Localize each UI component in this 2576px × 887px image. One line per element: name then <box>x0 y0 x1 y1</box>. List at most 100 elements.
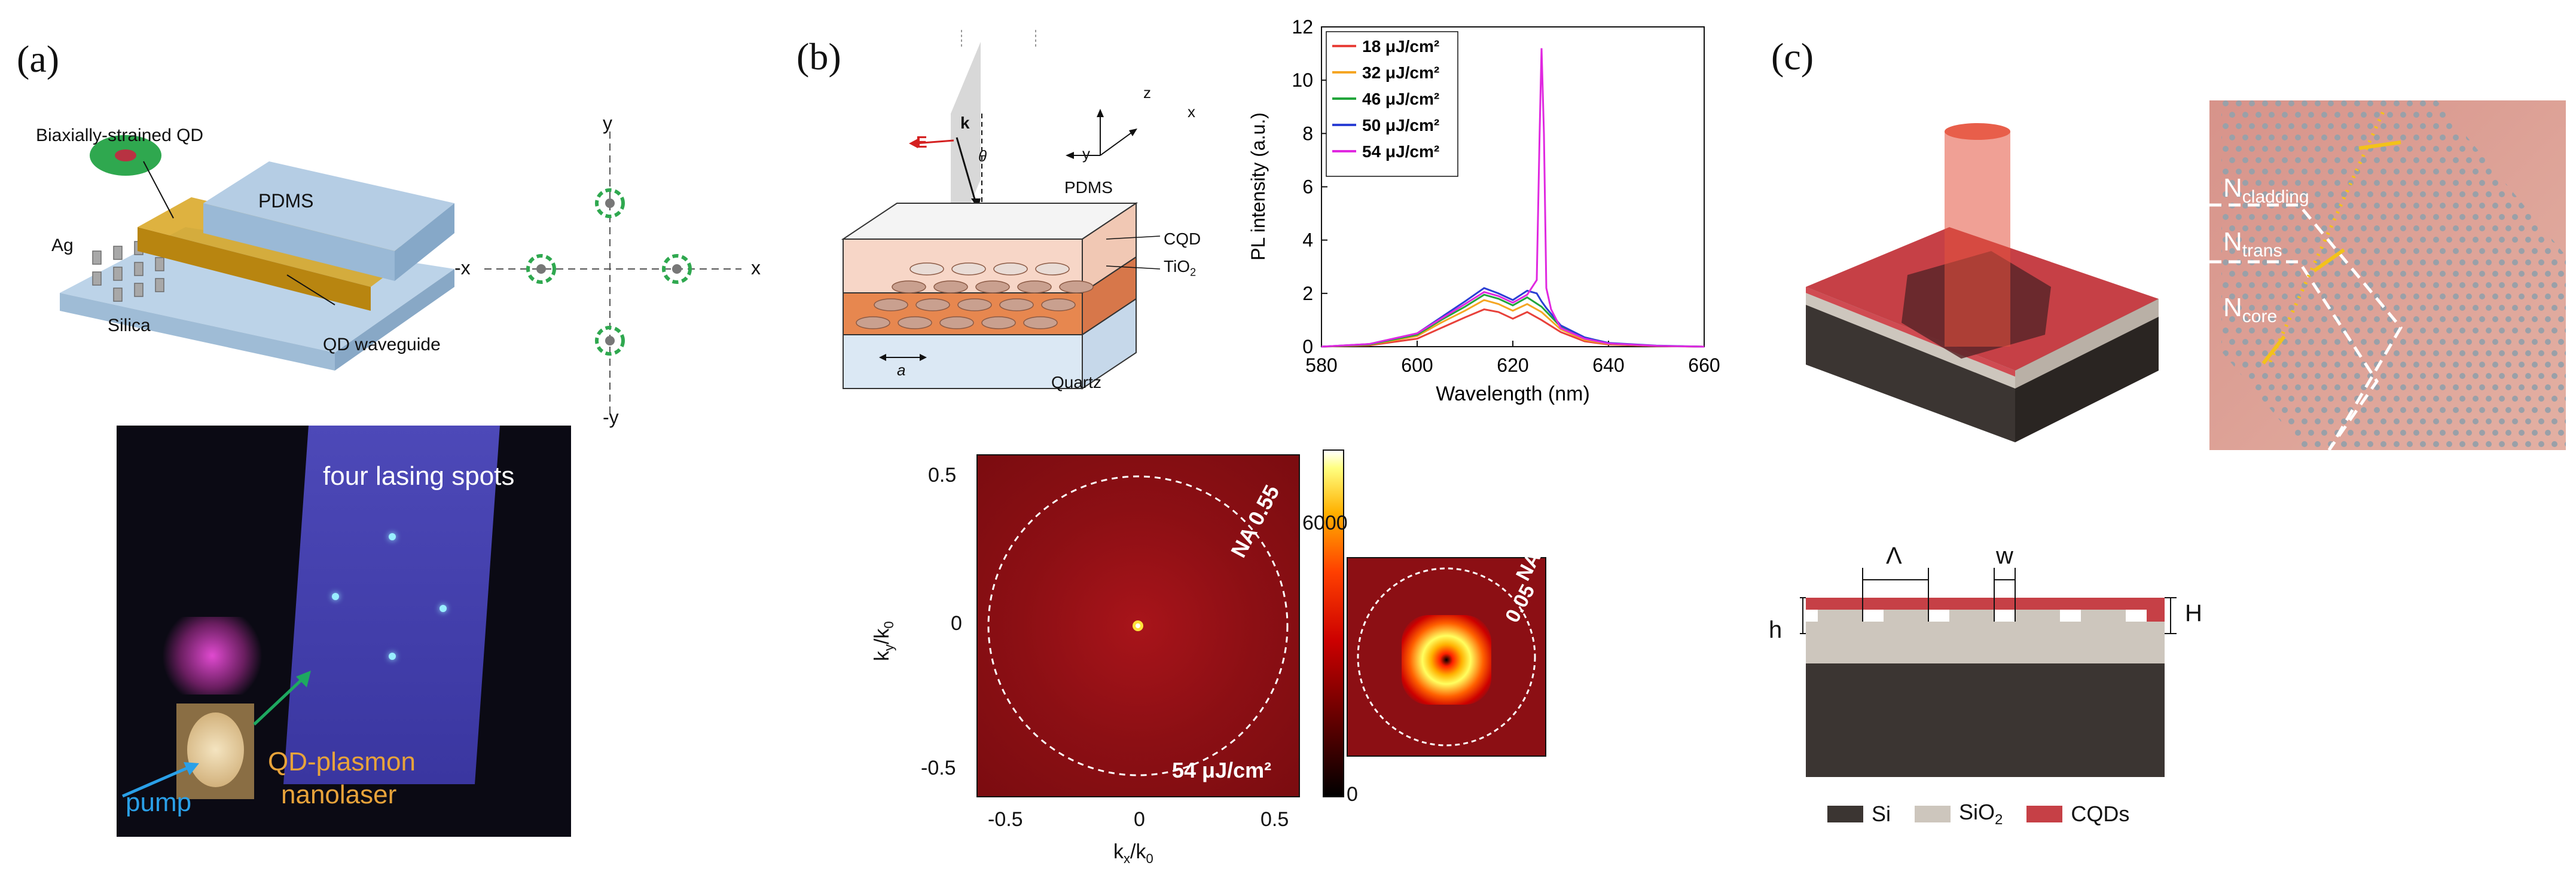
quartz-label: Quartz <box>1051 373 1102 391</box>
spectrum-xtick-label: 660 <box>1688 354 1720 376</box>
pl-spectrum-chart: 580 600 620 640 660 0 2 4 6 8 10 12 18 μJ/cm² 32 μJ/… <box>1247 16 1720 405</box>
tio2-pillars <box>856 262 1094 329</box>
lasing-spots-label: four lasing spots <box>323 461 515 491</box>
waveguide-label: QD waveguide <box>323 335 441 354</box>
n-cladding-label: Ncladding <box>2223 173 2309 207</box>
axis-x-label-b: x <box>1188 103 1195 121</box>
na-circle <box>987 475 1289 776</box>
spectrum-xtick-label: 640 <box>1592 354 1624 376</box>
panel-c-label: (c) <box>1771 35 1814 78</box>
spectrum-ytick-label: 8 <box>1302 123 1313 144</box>
spectrum-ytick-label: 12 <box>1292 16 1313 38</box>
spectrum-legend-label-4: 54 μJ/cm² <box>1362 142 1439 161</box>
inset-na-circle <box>1357 567 1536 747</box>
spectrum-legend-label-2: 46 μJ/cm² <box>1362 90 1439 108</box>
spectrum-ytick-label: 0 <box>1302 336 1313 357</box>
legend-sio2: SiO2 <box>1915 800 2003 828</box>
spectrum-ytick-label: 2 <box>1302 283 1313 304</box>
legend-cqds: CQDs <box>2026 802 2129 827</box>
lattice-dots <box>2209 100 2566 450</box>
spectrum-legend-label-3: 50 μJ/cm² <box>1362 116 1439 134</box>
farfield-overlay <box>987 475 1289 776</box>
n-trans-label: Ntrans <box>2223 227 2282 261</box>
pdms-slab <box>203 161 454 251</box>
axis-x: x <box>751 257 761 279</box>
legend-sio2-swatch <box>1915 806 1951 823</box>
material-legend: Si SiO2 CQDs <box>1827 800 2129 828</box>
axis-z-label: z <box>1143 84 1151 102</box>
pdms-label: PDMS <box>258 190 314 212</box>
silica-side <box>60 293 335 371</box>
ag-label: Ag <box>51 235 74 255</box>
n-core-label: Ncore <box>2223 293 2278 326</box>
inset-peak <box>1402 615 1491 705</box>
fluence-label: 54 μJ/cm² <box>1172 758 1272 782</box>
spot-4 <box>389 653 396 660</box>
panel-c-device <box>1806 123 2159 442</box>
pdms-right <box>395 203 454 281</box>
legend-cqds-swatch <box>2026 806 2063 823</box>
pump-label: pump <box>126 788 192 817</box>
silica-label: Silica <box>108 316 151 335</box>
pdms-front <box>203 203 395 281</box>
grating-cross-section <box>1800 568 2177 777</box>
qd-dot-left <box>526 254 556 284</box>
spectrum-series-line-4 <box>1321 48 1705 348</box>
spectrum-xtick-label: 600 <box>1401 354 1433 376</box>
spectrum-xtick-label: 580 <box>1305 354 1337 376</box>
inset-overlay <box>1357 567 1536 747</box>
symmetry-axes <box>484 131 741 418</box>
farfield-inset <box>1347 557 1546 757</box>
qd-core <box>115 149 136 161</box>
spot-2 <box>332 593 339 600</box>
colorbar-min: 0 <box>1347 783 1358 806</box>
k-label: k <box>960 114 970 132</box>
spectrum-ytick-label: 4 <box>1302 230 1313 251</box>
lasing-photo <box>117 426 571 837</box>
nanolaser-label-1: QD-plasmon <box>268 747 416 776</box>
lattice-zoom <box>2209 100 2566 450</box>
nanolaser-disk <box>187 712 244 787</box>
qd-dot-right <box>662 254 692 284</box>
silica-side-right <box>335 269 454 371</box>
qd-waveguide-front <box>138 227 371 311</box>
h-label: h <box>1769 617 1783 643</box>
panel-a-label: (a) <box>17 38 60 80</box>
spectrum-ytick-label: 10 <box>1292 69 1313 91</box>
tio2-label: TiO2 <box>1164 257 1197 279</box>
legend-si: Si <box>1827 802 1891 827</box>
e-field-label: E <box>916 133 927 151</box>
panel-b-label: (b) <box>796 35 841 78</box>
spot-3 <box>439 605 447 612</box>
qd-dot-top <box>595 188 625 218</box>
colorbar <box>1323 449 1344 797</box>
pump-beam <box>1945 131 2010 347</box>
axis-y-label-b: y <box>1082 145 1090 163</box>
ff-ytick-neg05: -0.5 <box>921 757 956 779</box>
axis-neg-x: -x <box>454 257 471 279</box>
ff-xtick-0: 0 <box>1134 808 1145 831</box>
period-label: a <box>897 361 906 379</box>
spot-1 <box>389 533 396 540</box>
nanolaser-label-2: nanolaser <box>281 780 397 809</box>
ff-ytick-0: 0 <box>951 612 962 635</box>
theta-label: θ <box>978 147 987 165</box>
w-label: w <box>1996 543 2013 569</box>
qd-label: Biaxially-strained QD <box>36 126 204 145</box>
lasing-peak-core <box>1136 623 1140 628</box>
spectrum-legend-label-1: 32 μJ/cm² <box>1362 63 1439 82</box>
core-boundary-dashed <box>2209 203 2403 450</box>
ff-xlabel: kx/k0 <box>1113 840 1153 866</box>
spectrum-xlabel: Wavelength (nm) <box>1436 383 1590 405</box>
spectrum-ylabel: PL intensity (a.u.) <box>1247 112 1269 261</box>
legend-si-swatch <box>1827 806 1863 823</box>
qd-dot-bottom <box>595 326 625 356</box>
spectrum-ytick-label: 6 <box>1302 176 1313 198</box>
ff-ytick-05: 0.5 <box>928 464 957 487</box>
ff-xtick-05: 0.5 <box>1260 808 1289 831</box>
panel-a-schematic <box>60 135 454 371</box>
ff-ylabel: ky/k0 <box>871 621 896 661</box>
trans-boundary-dashed <box>2209 260 2379 450</box>
axis-y: y <box>603 112 612 134</box>
H-label: H <box>2185 600 2202 626</box>
